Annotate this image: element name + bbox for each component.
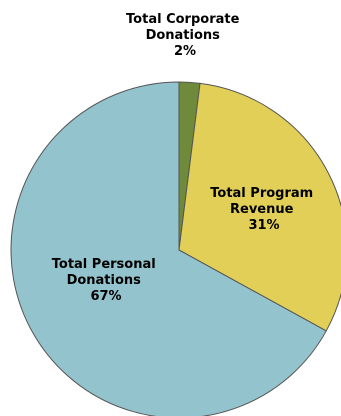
- label-program-line2: Revenue: [230, 202, 294, 217]
- label-personal-line2: Donations: [67, 273, 142, 288]
- slice-personal-donations: [10, 81, 327, 416]
- pie-labels: Total Corporate Donations 2% Total Progr…: [52, 12, 317, 304]
- label-personal-percent: 67%: [90, 289, 121, 304]
- label-personal-line1: Total Personal: [52, 257, 156, 272]
- label-corporate-percent: 2%: [174, 44, 196, 59]
- svg-text:Total Program Revenue: Total Program Revenue 31%: [210, 186, 317, 233]
- label-program-line1: Total Program: [210, 186, 313, 201]
- label-corporate-line1: Total Corporate: [126, 12, 240, 27]
- label-program-percent: 31%: [248, 218, 279, 233]
- slice-program-revenue: [178, 82, 341, 332]
- pie-slices: [10, 81, 341, 416]
- svg-text:Total Personal Donations: Total Personal Donations 67%: [52, 257, 160, 304]
- svg-text:Total Corporate Donation: Total Corporate Donations 2%: [126, 12, 244, 59]
- label-corporate-line2: Donations: [146, 28, 221, 43]
